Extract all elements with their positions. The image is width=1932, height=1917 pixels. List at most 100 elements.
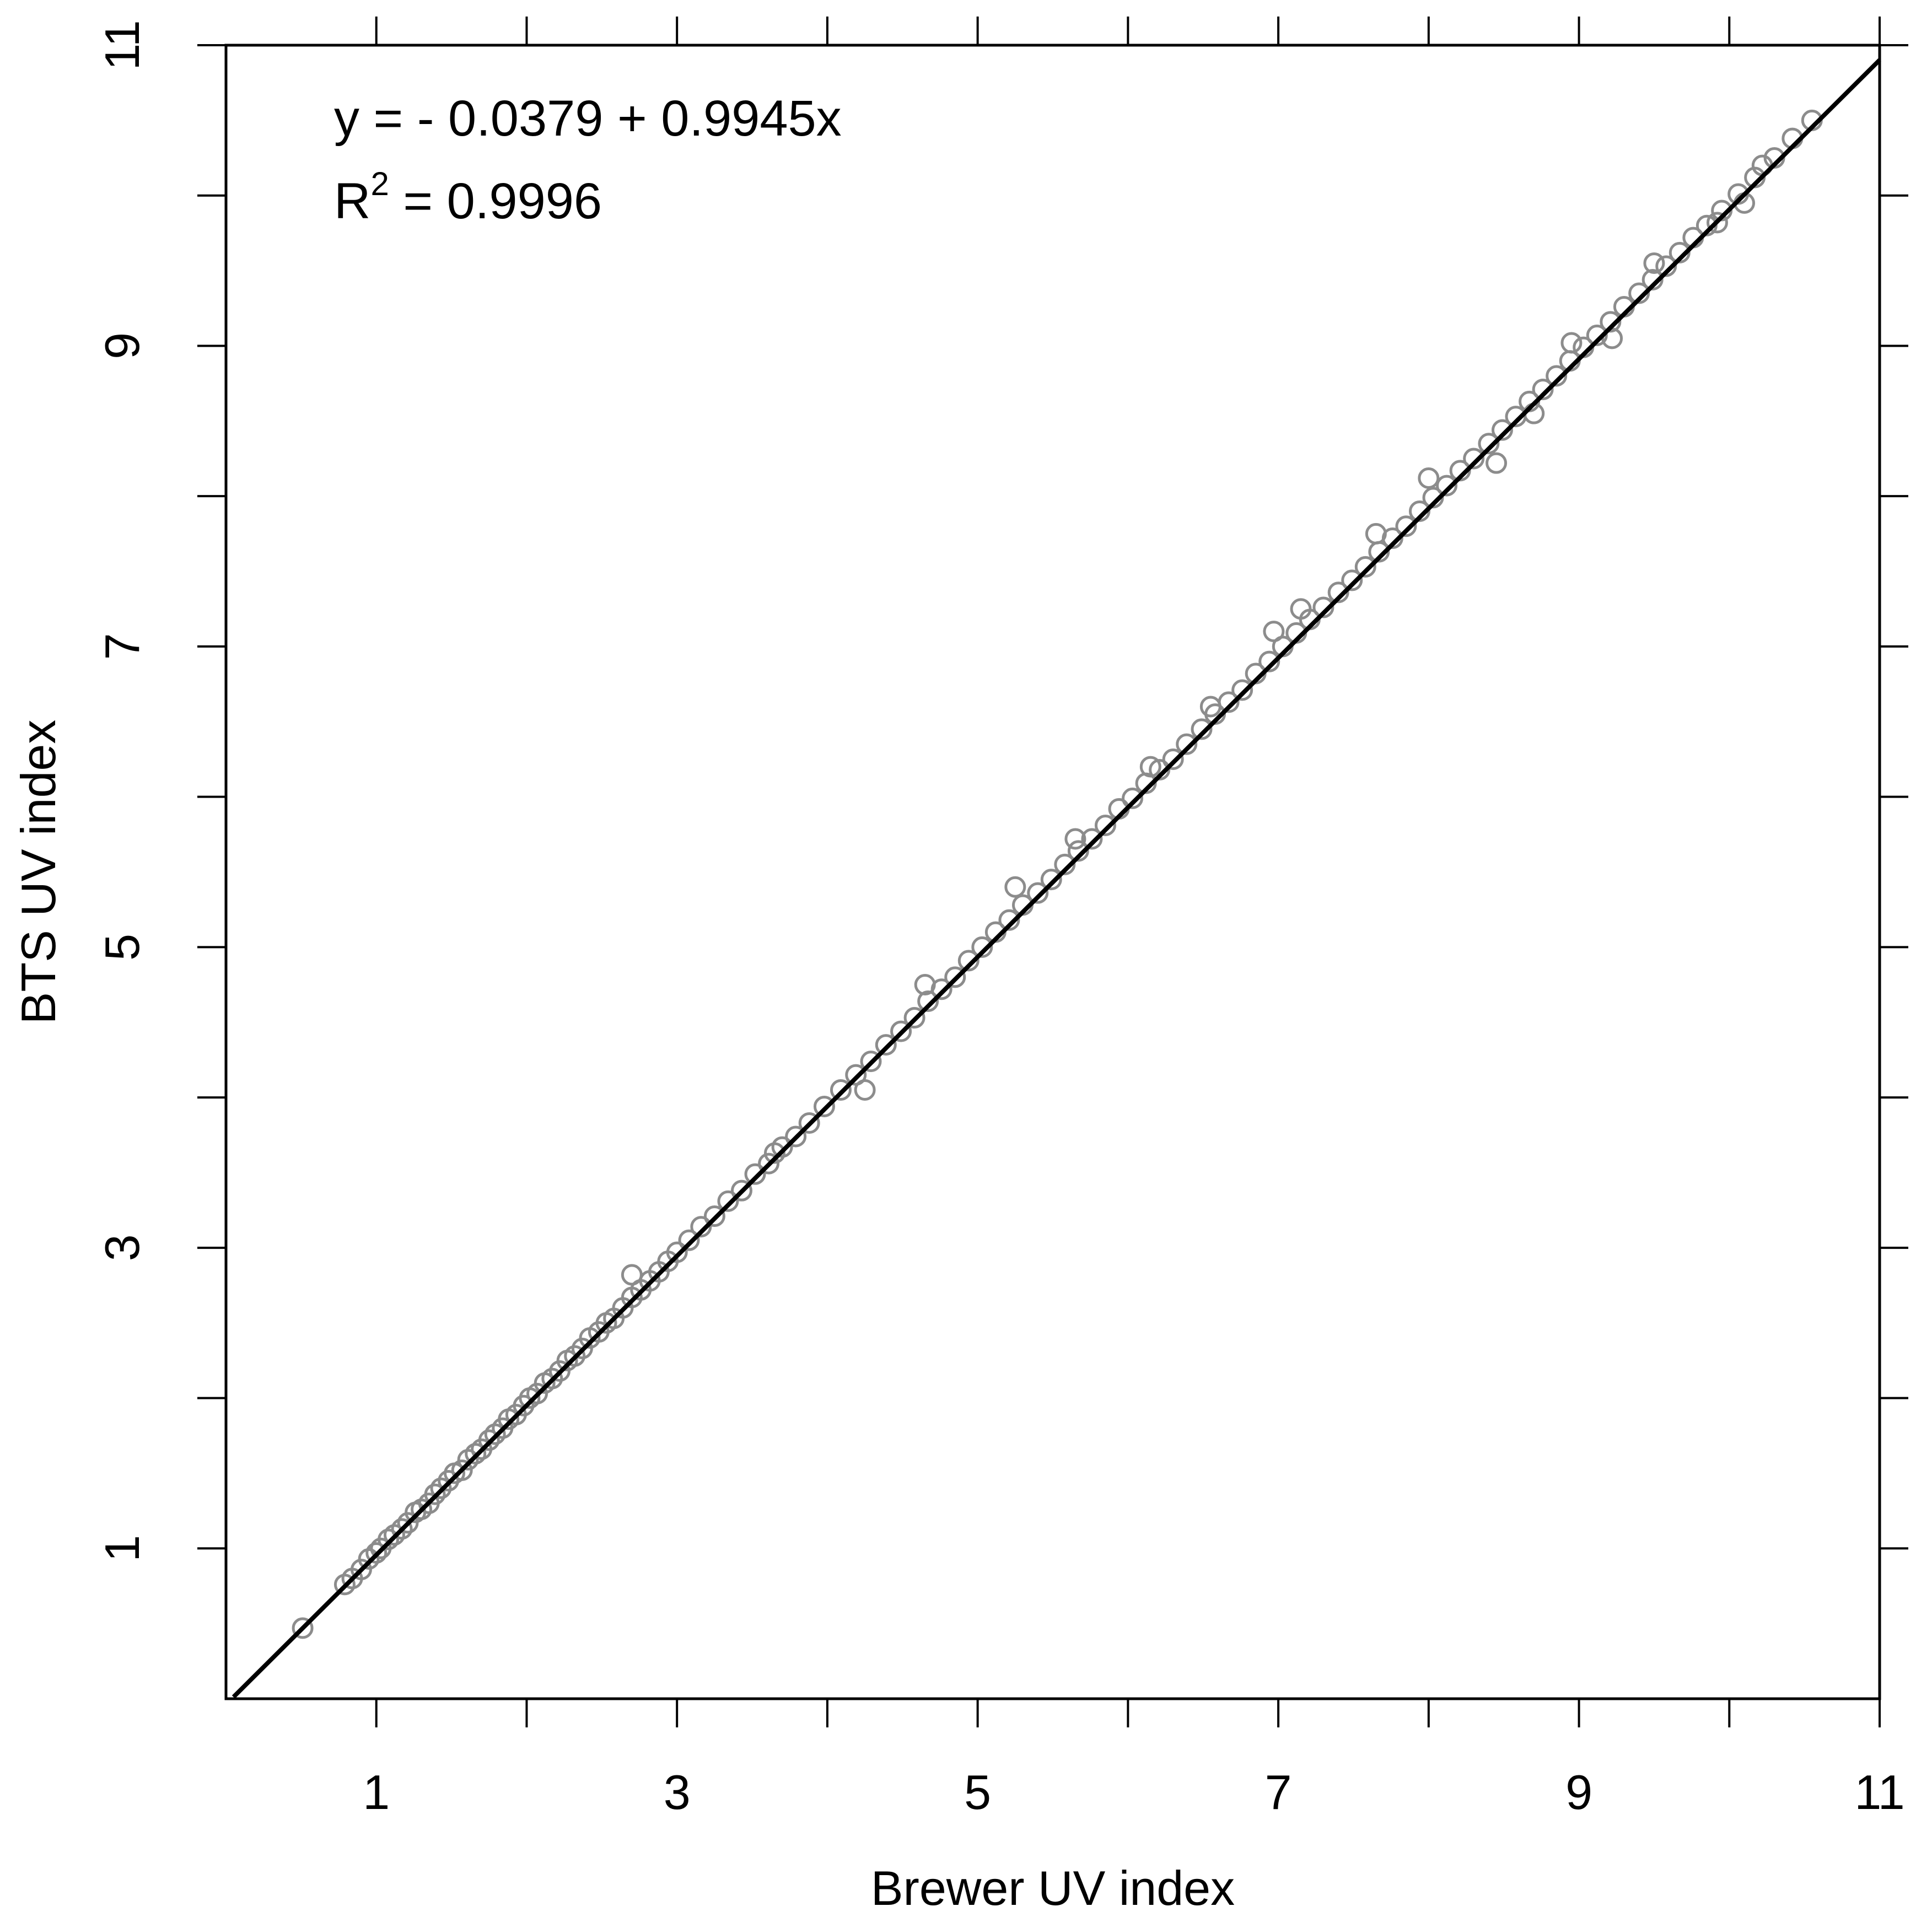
data-point — [1191, 718, 1213, 740]
y-tick-label: 3 — [95, 1234, 149, 1261]
data-point — [1054, 853, 1076, 875]
data-point — [1655, 255, 1677, 277]
data-point — [1122, 787, 1144, 809]
data-point — [957, 950, 980, 972]
x-tick-label: 3 — [664, 1765, 691, 1819]
data-point — [1643, 252, 1665, 274]
x-tick-label: 1 — [363, 1765, 390, 1819]
data-point — [1290, 598, 1312, 620]
data-point — [678, 1229, 700, 1251]
r-squared-prefix: R — [334, 173, 370, 229]
data-point — [1365, 523, 1387, 545]
data-point — [890, 1020, 912, 1042]
data-point — [744, 1163, 766, 1185]
equation-label: y = - 0.0379 + 0.9945x — [334, 90, 842, 147]
data-point — [703, 1205, 725, 1227]
data-point — [1139, 756, 1161, 778]
data-point — [430, 1477, 452, 1499]
data-point — [424, 1483, 446, 1505]
data-point — [1600, 311, 1622, 333]
data-point — [1478, 433, 1500, 455]
data-point — [365, 1542, 388, 1564]
data-point — [813, 1095, 835, 1117]
data-point — [1532, 379, 1554, 401]
data-point — [478, 1429, 500, 1451]
data-point — [875, 1034, 897, 1056]
r-squared-superscript: 2 — [370, 165, 389, 202]
r-squared-value: = 0.9996 — [389, 173, 602, 229]
data-point — [971, 936, 993, 958]
data-point — [1081, 828, 1103, 850]
data-point — [854, 1079, 876, 1101]
data-point — [1560, 332, 1583, 354]
x-tick-label: 11 — [1854, 1765, 1904, 1819]
data-point — [1258, 650, 1280, 672]
data-point — [1628, 282, 1650, 304]
data-point — [903, 1007, 925, 1029]
x-tick-label: 9 — [1565, 1765, 1592, 1819]
regression-line-group — [232, 58, 1881, 1699]
data-point — [944, 966, 966, 988]
y-axis-title: BTS UV index — [11, 720, 66, 1025]
data-point — [1064, 828, 1086, 850]
data-point — [690, 1216, 712, 1238]
regression-line — [232, 58, 1881, 1699]
data-point — [1067, 840, 1089, 862]
data-point — [451, 1459, 473, 1481]
data-point — [1546, 365, 1568, 387]
data-point — [1263, 621, 1285, 643]
data-point — [1327, 581, 1349, 604]
data-point — [378, 1528, 400, 1550]
plot-frame — [224, 44, 1881, 1700]
data-point — [1491, 419, 1513, 441]
data-point — [1094, 814, 1116, 836]
data-point — [541, 1367, 563, 1390]
data-point — [1231, 679, 1253, 701]
data-point — [1395, 515, 1417, 537]
data-point — [1004, 876, 1026, 898]
data-point — [1418, 467, 1440, 489]
data-point — [666, 1241, 688, 1263]
data-point — [1706, 212, 1728, 234]
data-point — [292, 1617, 314, 1639]
x-axis-title: Brewer UV index — [871, 1861, 1235, 1915]
data-point — [914, 974, 936, 996]
data-point — [763, 1142, 785, 1164]
x-tick-label: 5 — [964, 1765, 991, 1819]
data-point — [1669, 241, 1691, 263]
data-point — [1463, 448, 1485, 470]
y-tick-label: 7 — [95, 633, 149, 660]
data-point — [1341, 569, 1363, 591]
data-point — [830, 1079, 852, 1101]
data-point — [998, 909, 1020, 931]
data-point — [1642, 268, 1664, 290]
data-point — [465, 1442, 487, 1464]
data-point — [917, 990, 939, 1013]
data-point — [621, 1264, 643, 1286]
data-point — [1027, 882, 1049, 904]
data-point — [717, 1190, 739, 1212]
y-tick-label: 11 — [95, 20, 149, 70]
y-tick-label: 9 — [95, 332, 149, 359]
data-point — [1586, 324, 1608, 346]
data-point — [1162, 748, 1184, 770]
data-point — [785, 1126, 807, 1148]
y-tick-label: 5 — [95, 934, 149, 961]
data-point — [860, 1051, 882, 1073]
data-point — [1040, 869, 1062, 891]
data-point — [1199, 696, 1221, 718]
data-point — [391, 1518, 413, 1540]
data-point — [1312, 596, 1334, 618]
x-tick-label: 7 — [1265, 1765, 1292, 1819]
data-point — [758, 1153, 780, 1175]
data-point — [798, 1112, 820, 1134]
data-point — [564, 1345, 586, 1367]
data-point — [1486, 452, 1508, 474]
data-point — [1354, 556, 1376, 578]
data-point — [1436, 475, 1458, 497]
data-point — [1176, 733, 1198, 755]
data-point — [730, 1180, 752, 1202]
y-tick-label: 1 — [95, 1535, 149, 1562]
